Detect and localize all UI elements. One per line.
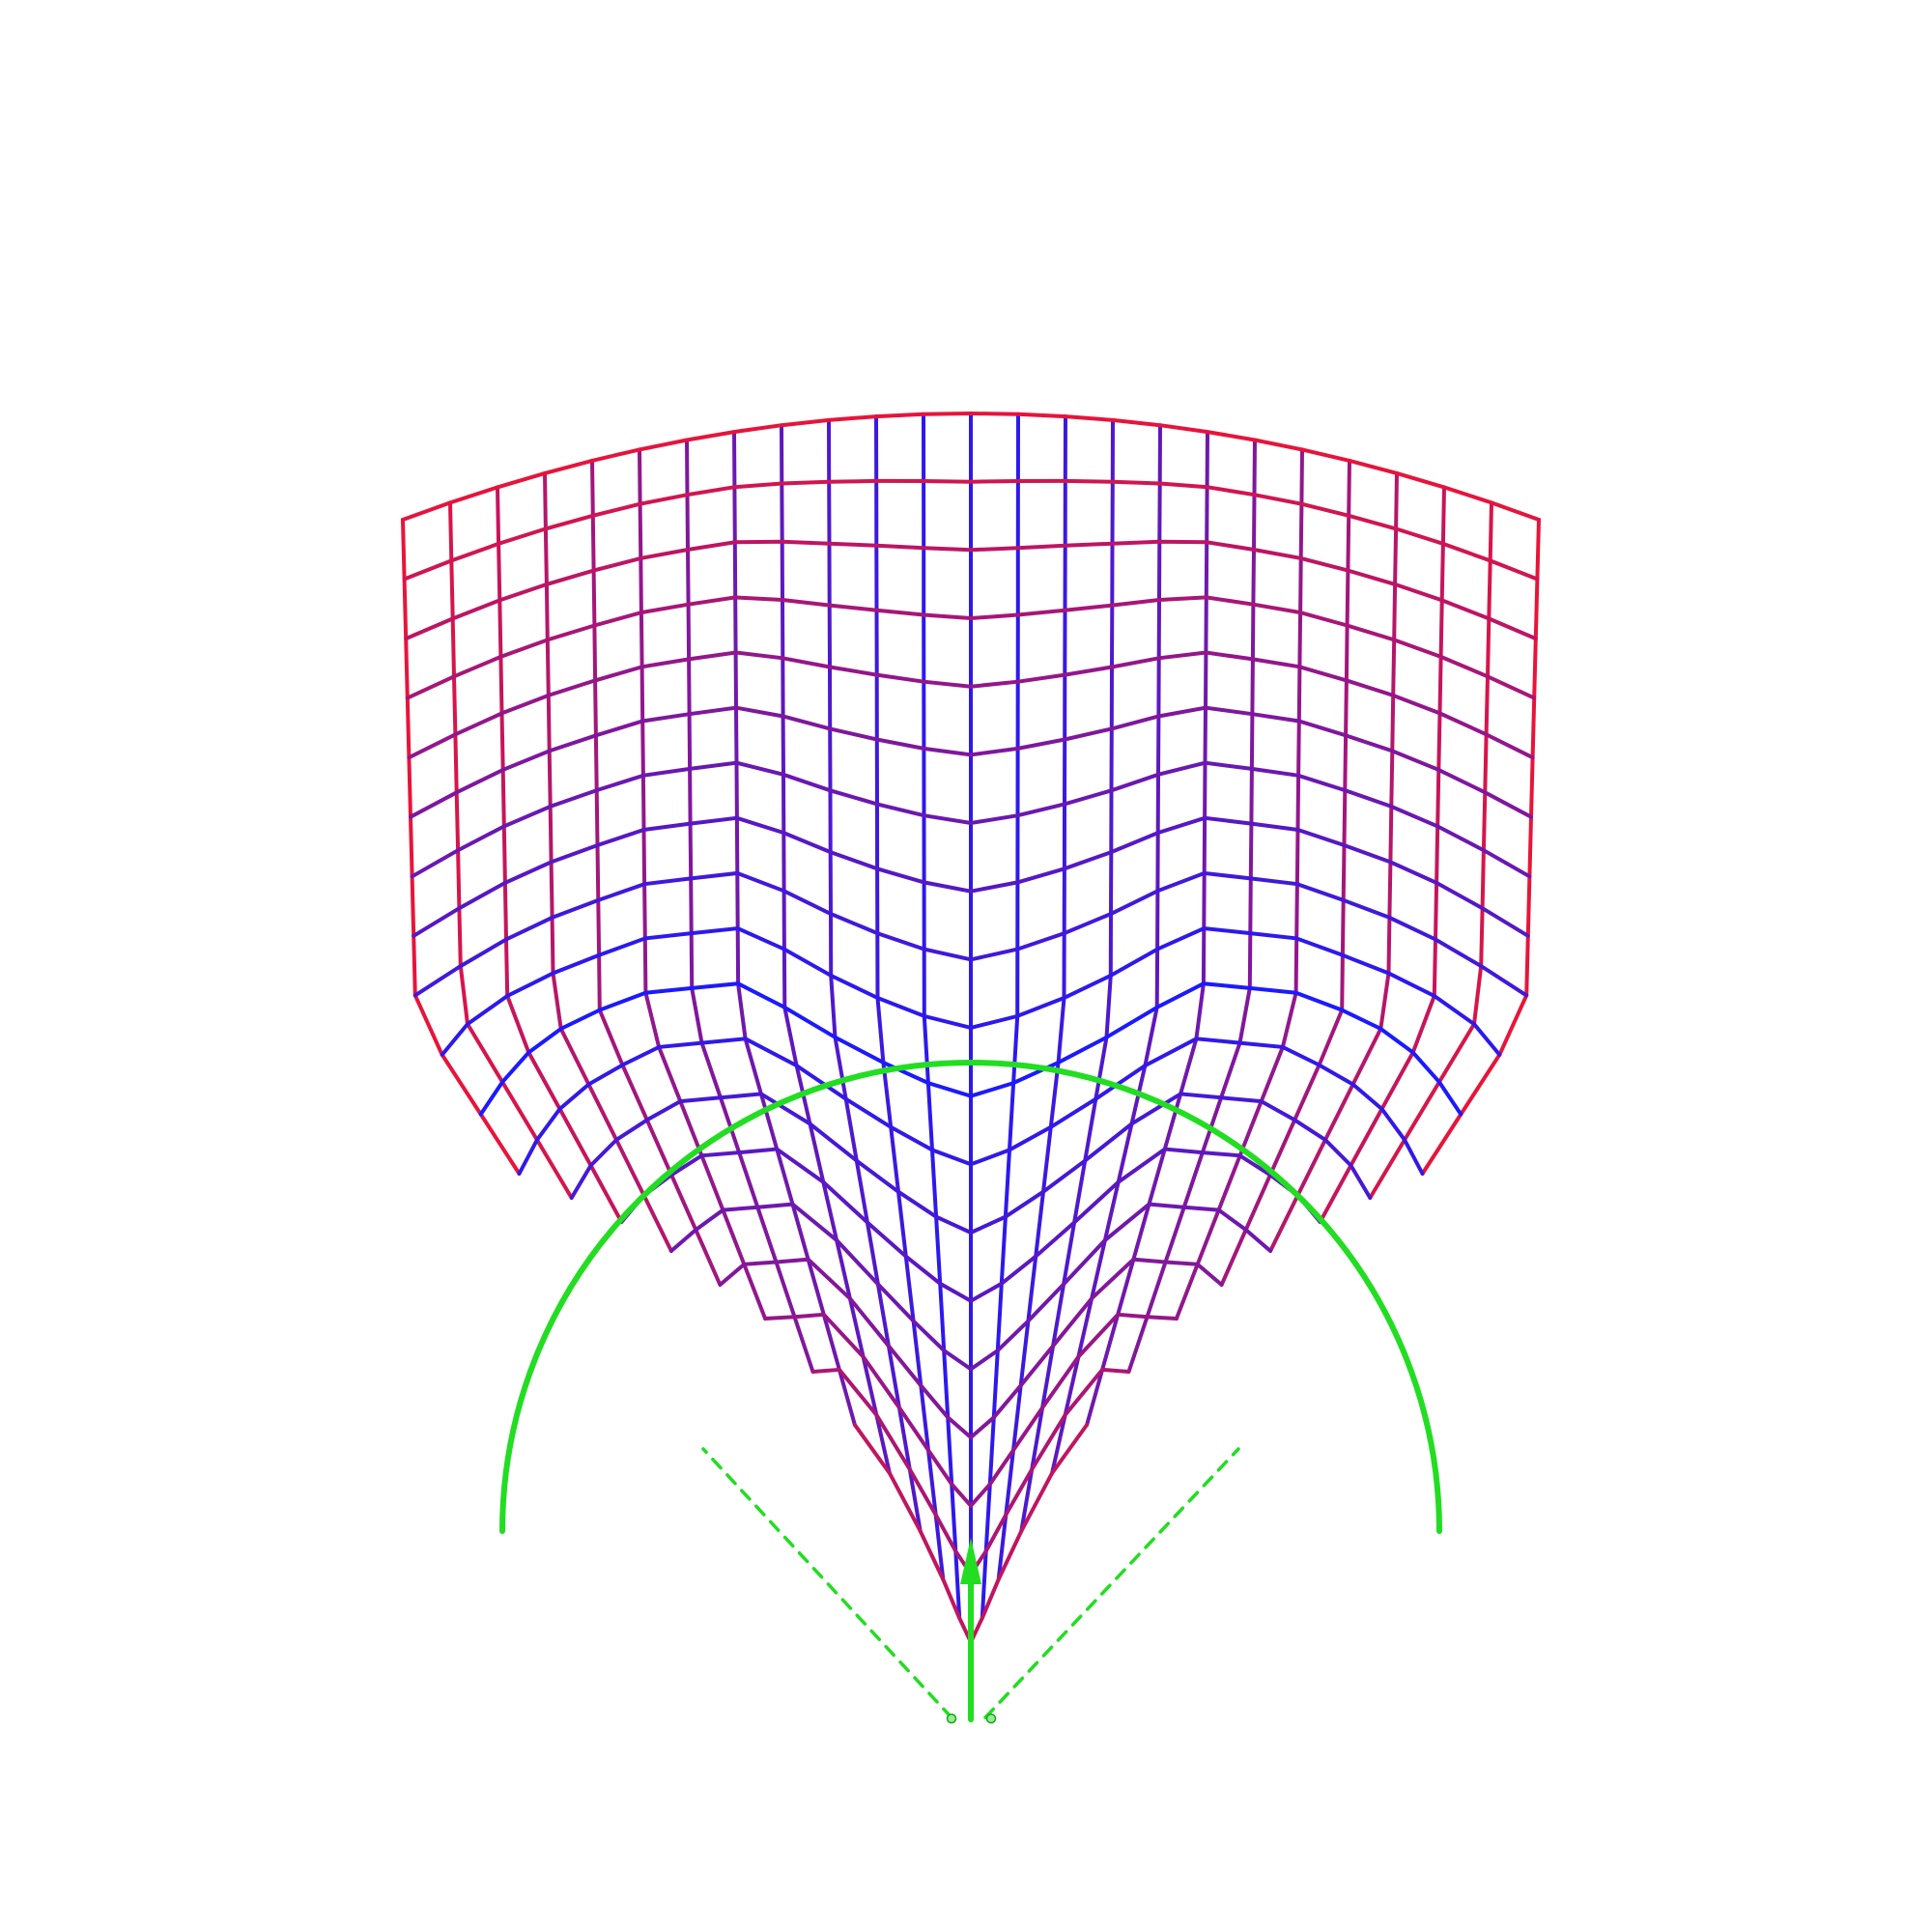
grid-vertical-line — [685, 438, 815, 1374]
grid-vertical-line — [827, 417, 923, 1533]
origin-point-left — [946, 1713, 957, 1724]
grid-vertical-line — [996, 414, 1067, 1581]
grid-horizontal-line — [478, 981, 1463, 1117]
grid-horizontal-line — [405, 595, 1537, 700]
grid-horizontal-line — [619, 1147, 1322, 1303]
grid-vertical-line — [590, 458, 723, 1287]
grid-vertical-line — [1318, 485, 1446, 1224]
grid-horizontal-line — [412, 870, 1529, 998]
field-of-view-arc — [499, 1060, 1442, 1534]
grid-horizontal-line — [569, 1092, 1373, 1236]
grid-horizontal-line — [404, 539, 1538, 641]
grid-vertical-line — [1420, 518, 1541, 1176]
grid-vertical-line — [1219, 458, 1351, 1287]
deformed-grid-mesh — [401, 411, 1541, 1647]
grid-horizontal-line — [402, 478, 1540, 582]
grid-vertical-line — [874, 414, 946, 1581]
grid-horizontal-line — [763, 1312, 1179, 1509]
grid-horizontal-line — [401, 411, 1541, 522]
grid-vertical-line — [1019, 417, 1115, 1533]
grid-vertical-line — [732, 430, 857, 1427]
grid-vertical-line — [401, 518, 522, 1176]
grid-horizontal-line — [517, 1037, 1425, 1176]
direction-arrow-head — [960, 1538, 981, 1584]
grid-horizontal-line — [410, 760, 1532, 879]
grid-horizontal-line — [409, 705, 1533, 819]
grid-horizontal-line — [718, 1257, 1224, 1440]
grid-horizontal-line — [407, 650, 1535, 760]
grid-horizontal-line — [440, 925, 1502, 1057]
grid-vertical-line — [1085, 430, 1209, 1427]
fov-left-dashed-edge — [701, 1447, 953, 1719]
grid-vertical-line — [1126, 438, 1257, 1374]
origin-point-right — [985, 1713, 997, 1724]
field-of-view-overlay — [499, 1060, 1442, 1724]
grid-horizontal-line — [668, 1202, 1273, 1372]
grid-horizontal-line — [412, 815, 1530, 938]
grid-vertical-line — [496, 485, 624, 1224]
fov-right-dashed-edge — [983, 1447, 1240, 1719]
